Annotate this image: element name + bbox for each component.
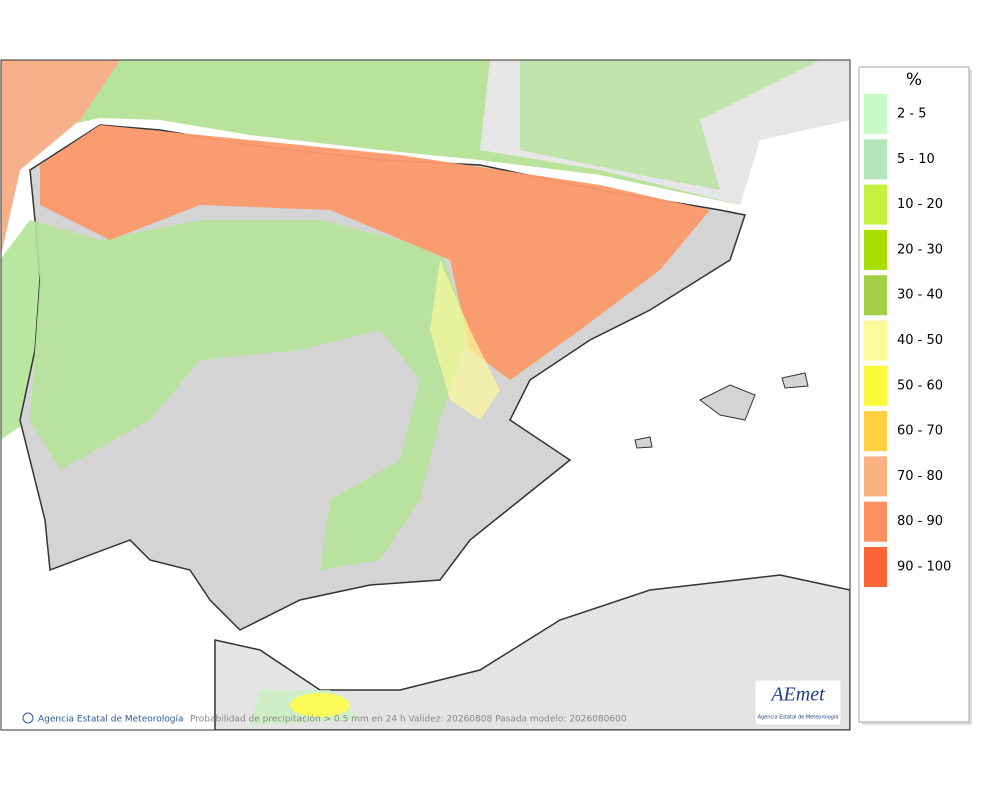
- legend-label: 60 - 70: [897, 424, 943, 439]
- legend-label: 10 - 20: [897, 197, 943, 212]
- legend-swatch: [864, 547, 887, 587]
- legend-label: 30 - 40: [897, 288, 943, 303]
- legend-label: 50 - 60: [897, 378, 943, 393]
- legend: % 2 - 5 5 - 10 10 - 20 20 - 30 30 - 40 40 - 5…: [858, 66, 972, 725]
- logo-subtitle: Agencia Estatal de Meteorología: [758, 714, 839, 721]
- caption: Probabilidad de precipitación > 0.5 mm e…: [190, 714, 627, 725]
- legend-swatch: [864, 320, 887, 361]
- legend-swatch: [864, 229, 887, 270]
- legend-swatch: [864, 184, 887, 225]
- credit: Agencia Estatal de Meteorología: [38, 715, 184, 725]
- copyright-icon: [22, 712, 34, 724]
- legend-swatch: [864, 365, 887, 406]
- legend-swatch: [864, 275, 887, 316]
- legend-swatch: [864, 456, 887, 497]
- logo-name: AEmet: [769, 684, 825, 706]
- legend-swatch: [864, 139, 887, 180]
- legend-label: 20 - 30: [897, 242, 943, 257]
- legend-label: 80 - 90: [897, 514, 943, 529]
- logo: AEmet Agencia Estatal de Meteorología: [754, 679, 842, 726]
- legend-label: 2 - 5: [897, 107, 927, 122]
- legend-title: %: [906, 70, 922, 90]
- legend-label: 5 - 10: [897, 152, 935, 167]
- map-frame: [0, 59, 851, 731]
- legend-label: 40 - 50: [897, 333, 943, 348]
- legend-swatch: [864, 411, 887, 452]
- legend-label: 90 - 100: [897, 560, 951, 575]
- map: Agencia Estatal de Meteorología Probabil…: [0, 59, 851, 731]
- legend-swatch: [864, 501, 887, 542]
- legend-swatch: [864, 94, 887, 134]
- legend-label: 70 - 80: [897, 469, 943, 484]
